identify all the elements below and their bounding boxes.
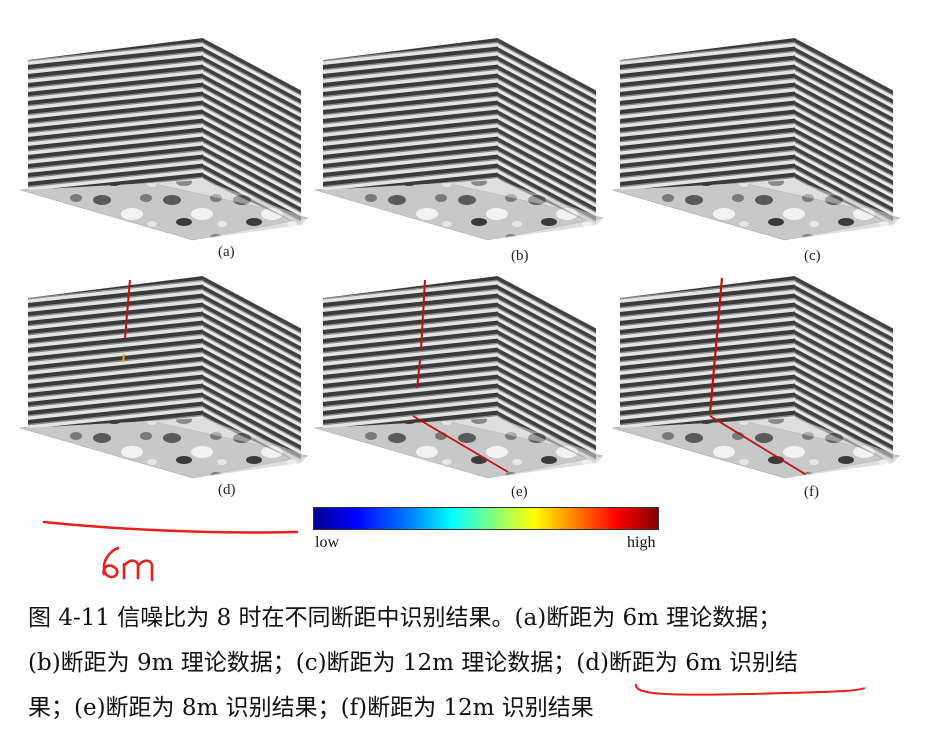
caption-line-1: 图 4-11 信噪比为 8 时在不同断距中识别结果。(a)断距为 6m 理论数据…: [28, 605, 782, 631]
caption-line-2: (b)断距为 9m 理论数据；(c)断距为 12m 理论数据；(d)断距为 6m…: [28, 641, 928, 686]
seismic-cube: [19, 276, 309, 479]
colorbar-low-label: low: [315, 534, 339, 551]
time-slice-edge: [315, 180, 603, 240]
time-slice-edge: [612, 418, 900, 478]
panel-label-d: (d): [218, 482, 236, 498]
inline-section: [323, 276, 498, 428]
crossline-section: [203, 38, 301, 225]
inline-section: [28, 276, 203, 428]
caption-line-3: 果；(e)断距为 8m 识别结果；(f)断距为 12m 识别结果: [28, 695, 594, 721]
figure-panel-d: [18, 268, 318, 508]
panel-label-b: (b): [511, 248, 529, 264]
crossline-section: [795, 38, 893, 225]
time-slice-edge: [20, 180, 308, 240]
crossline-section: [795, 276, 893, 463]
crossline-section: [203, 276, 301, 463]
caption-underline-mark: [634, 683, 866, 696]
fault-line-lower: [416, 359, 421, 389]
colorbar-high-label: high: [627, 534, 656, 551]
crossline-section: [498, 276, 596, 463]
panel-label-c: (c): [804, 248, 821, 264]
fault-line-segment: [122, 353, 125, 363]
time-slice-edge: [612, 180, 900, 240]
seismic-cube: [611, 38, 901, 241]
handwritten-6m-mark: [102, 546, 154, 582]
colorbar: [313, 507, 659, 530]
inline-section: [620, 38, 795, 190]
panel-label-a: (a): [218, 244, 235, 260]
caption-line-2-start: (b)断距为 9m 理论数据；(c)断距为 12m 理论数据；: [28, 650, 577, 676]
figure-panel-f: [610, 268, 910, 508]
seismic-cube: [314, 38, 604, 241]
figure-panel-e: [313, 268, 613, 508]
fault-line-vertical: [708, 277, 724, 415]
figure-panel-c: [610, 30, 910, 270]
fault-trace-floor: [412, 415, 509, 473]
time-slice-edge: [20, 418, 308, 478]
crossline-section: [498, 38, 596, 225]
seismic-cube: [314, 276, 604, 479]
figure-panel-b: [313, 30, 613, 270]
fault-line-vertical: [124, 279, 131, 339]
inline-section: [620, 276, 795, 428]
figure-panel-a: [18, 30, 318, 270]
inline-section: [28, 38, 203, 190]
seismic-cube: [611, 276, 901, 479]
fault-line-vertical: [420, 279, 426, 351]
caption-line-2-underlined: (d)断距为 6m 识别结: [576, 650, 798, 676]
handwritten-underline: [42, 520, 299, 534]
panel-label-f: (f): [804, 484, 819, 500]
inline-section: [323, 38, 498, 190]
seismic-cube: [19, 38, 309, 241]
time-slice-edge: [315, 418, 603, 478]
fault-trace-floor: [709, 415, 806, 475]
figure-caption: 图 4-11 信噪比为 8 时在不同断距中识别结果。(a)断距为 6m 理论数据…: [28, 596, 928, 731]
panel-label-e: (e): [511, 484, 528, 500]
handwritten-annotation: [42, 520, 299, 582]
